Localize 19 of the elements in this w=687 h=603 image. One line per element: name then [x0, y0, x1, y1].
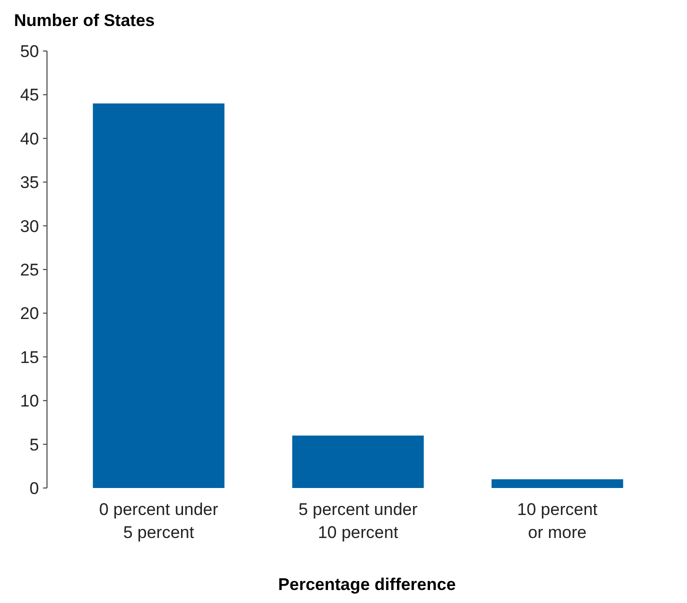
- y-tick-label: 45: [20, 86, 39, 105]
- y-tick-label: 0: [30, 478, 39, 498]
- y-tick-label: 5: [30, 435, 39, 454]
- y-tick-label: 40: [20, 129, 39, 148]
- x-tick-label: 5 percent under 10 percent: [298, 500, 418, 542]
- x-axis-title: Percentage difference: [278, 575, 456, 594]
- x-tick-label: 10 percent or more: [517, 500, 598, 542]
- y-tick-label: 15: [20, 348, 39, 367]
- bar: [292, 436, 424, 488]
- bar: [492, 479, 624, 488]
- bar: [92, 103, 224, 488]
- y-tick-label: 35: [20, 173, 39, 192]
- y-tick-label: 20: [20, 304, 39, 324]
- y-tick-label: 30: [20, 216, 39, 236]
- y-tick-label: 25: [20, 260, 39, 280]
- x-tick-label: 0 percent under 5 percent: [99, 500, 219, 542]
- y-axis-title: Number of States: [14, 11, 155, 30]
- y-tick-label: 50: [20, 42, 39, 61]
- y-tick-label: 10: [20, 392, 39, 411]
